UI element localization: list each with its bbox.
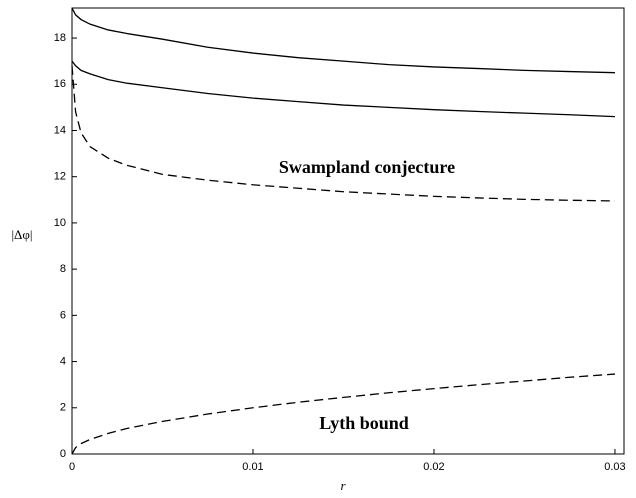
annotation: Lyth bound	[319, 413, 409, 433]
x-tick-label: 0.03	[604, 461, 625, 473]
series-line	[71, 60, 615, 118]
series-line	[71, 373, 615, 455]
y-tick-label: 0	[60, 448, 66, 460]
annotation: Swampland conjecture	[279, 157, 455, 177]
x-tick-label: 0.02	[423, 461, 444, 473]
y-tick-label: 6	[60, 309, 66, 321]
x-tick-label: 0	[69, 461, 75, 473]
y-tick-label: 14	[54, 124, 66, 136]
y-tick-label: 12	[54, 171, 66, 183]
y-tick-label: 4	[60, 355, 66, 367]
y-axis-label: |Δφ|	[11, 227, 32, 242]
x-axis-label: r	[340, 478, 346, 493]
x-tick-label: 0.01	[242, 461, 263, 473]
y-tick-label: 2	[60, 402, 66, 414]
y-tick-label: 16	[54, 78, 66, 90]
series-line	[71, 65, 615, 202]
plot-frame	[71, 7, 625, 455]
y-tick-label: 18	[54, 32, 66, 44]
series-line	[71, 7, 615, 74]
y-tick-label: 8	[60, 263, 66, 275]
y-tick-label: 10	[54, 217, 66, 229]
